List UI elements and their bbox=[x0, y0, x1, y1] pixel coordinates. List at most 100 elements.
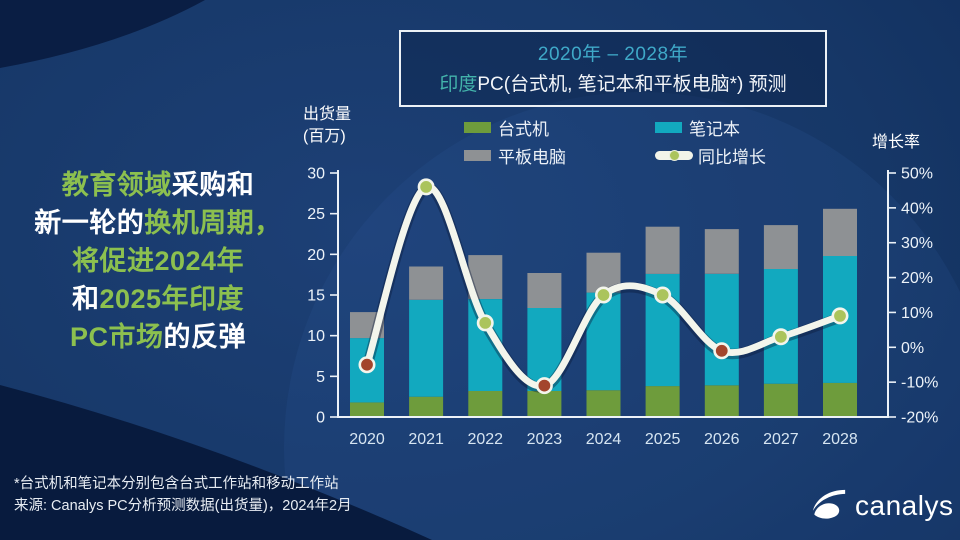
headline-line: 教育领域采购和 bbox=[8, 166, 308, 204]
right-axis-tick-label: -10% bbox=[901, 375, 938, 392]
year-label: 2020 bbox=[349, 431, 385, 448]
yoy-marker-2028 bbox=[831, 307, 849, 325]
legend-item-desktop: 台式机 bbox=[464, 117, 655, 139]
footnote-line1: *台式机和笔记本分别包含台式工作站和移动工作站 bbox=[14, 476, 339, 492]
chart-title-box: 2020年 – 2028年 印度PC(台式机, 笔记本和平板电脑*) 预测 bbox=[399, 30, 827, 107]
right-axis-tick-label: -20% bbox=[901, 410, 938, 427]
canalys-logo: canalys bbox=[810, 487, 953, 525]
year-label: 2024 bbox=[586, 431, 622, 448]
bar-2025-desktop bbox=[645, 386, 680, 417]
headline-segment: 教育领域 bbox=[61, 170, 172, 200]
year-label: 2026 bbox=[704, 431, 740, 448]
headline-segment: 2025年印度 bbox=[99, 284, 245, 314]
legend-item-tablet: 平板电脑 bbox=[464, 145, 655, 167]
growth-line-icon bbox=[655, 149, 693, 161]
year-label: 2025 bbox=[645, 431, 681, 448]
left-axis-tick-label: 25 bbox=[307, 206, 325, 223]
corner-arc-top-left bbox=[0, 0, 205, 68]
growth-dot-icon bbox=[668, 149, 680, 161]
legend-item-notebook: 笔记本 bbox=[655, 117, 766, 139]
yoy-marker-2027 bbox=[772, 328, 790, 346]
left-axis-title-line2: (百万) bbox=[303, 128, 346, 145]
bar-2023-desktop bbox=[527, 391, 562, 417]
headline-line: 新一轮的换机周期， bbox=[8, 204, 308, 242]
yoy-marker-2023 bbox=[535, 377, 553, 395]
chart-subject-rest: PC(台式机, 笔记本和平板电脑*) 预测 bbox=[477, 74, 787, 95]
left-axis-tick-label: 15 bbox=[307, 288, 325, 305]
chart-legend: 台式机 笔记本平板电脑 同比增长 bbox=[464, 117, 766, 167]
right-axis-tick-label: 0% bbox=[901, 340, 924, 357]
yoy-marker-2024 bbox=[594, 286, 612, 304]
yoy-marker-2022 bbox=[476, 314, 494, 332]
bar-2024-desktop bbox=[586, 390, 621, 417]
headline-segment: 新一轮的 bbox=[34, 208, 145, 238]
tablet-swatch-icon bbox=[464, 149, 491, 161]
bar-2023-tablet bbox=[527, 273, 562, 308]
notebook-swatch-icon bbox=[655, 121, 682, 133]
left-axis-tick-label: 20 bbox=[307, 247, 325, 264]
headline-segment: PC市场 bbox=[69, 322, 164, 352]
headline-line: 和2025年印度 bbox=[8, 280, 308, 318]
canalys-logo-text: canalys bbox=[855, 490, 954, 521]
yoy-marker-2025 bbox=[654, 286, 672, 304]
headline-segment: 换机周期， bbox=[144, 208, 282, 238]
headline-line: 将促进2024年 bbox=[8, 242, 308, 280]
headline-segment: 和 bbox=[71, 284, 100, 314]
bar-2022-desktop bbox=[468, 391, 503, 417]
year-label: 2021 bbox=[408, 431, 444, 448]
bar-2026-desktop bbox=[704, 385, 739, 417]
left-axis-title: 出货量 (百万) bbox=[303, 104, 351, 148]
bar-2025-tablet bbox=[645, 226, 680, 274]
headline-line: PC市场的反弹 bbox=[8, 318, 308, 356]
legend-label: 同比增长 bbox=[698, 147, 766, 167]
bar-2021-tablet bbox=[409, 266, 444, 300]
bar-2026-notebook bbox=[704, 273, 739, 386]
bar-2021-desktop bbox=[409, 396, 444, 417]
headline-text: 教育领域采购和 新一轮的换机周期， 将促进2024年 和2025年印度 PC市场的反弹 bbox=[8, 166, 308, 356]
legend-label: 笔记本 bbox=[689, 119, 740, 139]
yoy-marker-2021 bbox=[417, 178, 435, 196]
corner-wedge-bottom-left bbox=[0, 385, 432, 540]
yoy-marker-2026 bbox=[713, 342, 731, 360]
headline-segment: 的反弹 bbox=[163, 322, 246, 352]
right-axis-tick-label: 10% bbox=[901, 305, 933, 322]
year-label: 2028 bbox=[822, 431, 858, 448]
left-axis-tick-label: 5 bbox=[316, 369, 325, 386]
left-axis-tick-label: 10 bbox=[307, 328, 325, 345]
background-circle bbox=[284, 92, 960, 540]
bar-2027-desktop bbox=[763, 383, 798, 417]
right-axis-tick-label: 50% bbox=[901, 166, 933, 183]
left-axis-tick-label: 0 bbox=[316, 410, 325, 427]
left-axis-tick-label: 30 bbox=[307, 166, 325, 183]
headline-segment: 采购和 bbox=[171, 170, 255, 200]
legend-item-line: 同比增长 bbox=[655, 145, 766, 167]
year-label: 2023 bbox=[527, 431, 563, 448]
bar-2027-notebook bbox=[763, 269, 798, 384]
bar-2026-tablet bbox=[704, 229, 739, 274]
chart-subject-highlight: 印度 bbox=[439, 74, 478, 95]
bar-2021-notebook bbox=[409, 299, 444, 397]
right-axis-title: 增长率 bbox=[872, 134, 921, 151]
year-label: 2022 bbox=[467, 431, 503, 448]
footnote-line2: 来源: Canalys PC分析预测数据(出货量)，2024年2月 bbox=[14, 497, 352, 514]
chart-date-range: 2020年 – 2028年 bbox=[537, 44, 689, 65]
canalys-logo-icon bbox=[812, 489, 846, 519]
bar-2028-desktop bbox=[823, 382, 857, 417]
left-axis-title-line1: 出货量 bbox=[303, 106, 352, 123]
yoy-marker-2020 bbox=[358, 356, 376, 374]
right-axis-tick-label: 40% bbox=[901, 200, 933, 217]
bar-2028-tablet bbox=[823, 208, 857, 256]
right-axis-tick-label: 20% bbox=[901, 270, 933, 287]
legend-label: 台式机 bbox=[498, 119, 549, 139]
bar-2027-tablet bbox=[763, 225, 798, 269]
legend-label: 平板电脑 bbox=[498, 147, 566, 167]
chart-subject: 印度PC(台式机, 笔记本和平板电脑*) 预测 bbox=[409, 69, 817, 96]
year-label: 2027 bbox=[763, 431, 799, 448]
bar-2020-desktop bbox=[350, 402, 384, 417]
footnote: *台式机和笔记本分别包含台式工作站和移动工作站 来源: Canalys PC分析… bbox=[14, 474, 352, 517]
desktop-swatch-icon bbox=[464, 121, 491, 133]
headline-segment: 将促进2024年 bbox=[71, 246, 245, 276]
